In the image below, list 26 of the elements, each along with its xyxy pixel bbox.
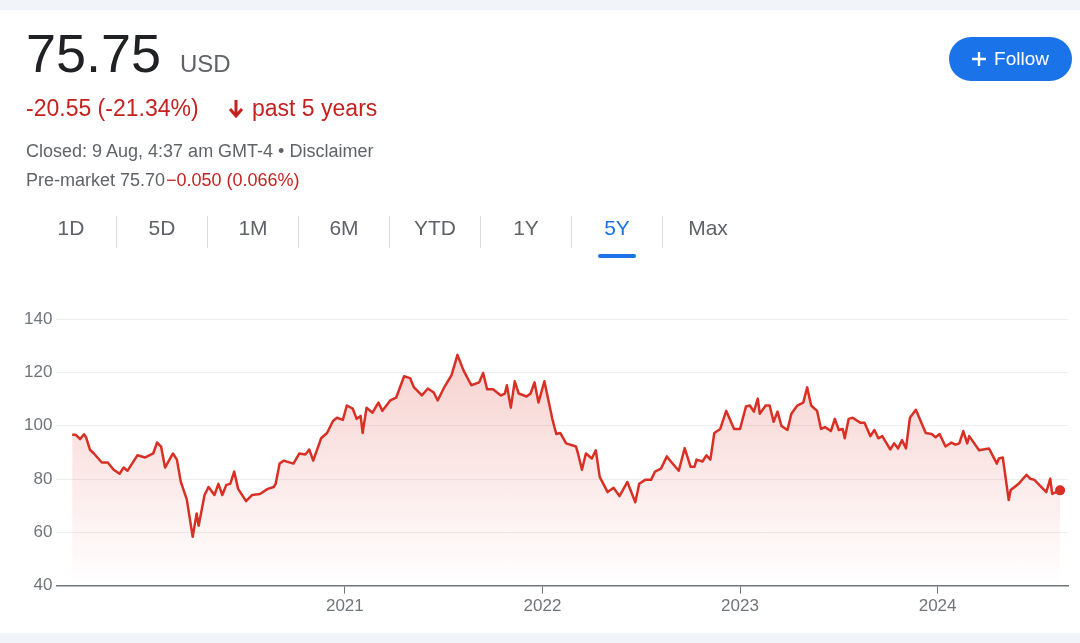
x-tick-label: 2023 [721, 596, 759, 616]
text: −0.050 (0.066%) [166, 170, 300, 191]
text: Closed: 9 Aug, 4:37 am GMT-4 • Disclaimer [26, 141, 374, 162]
x-tick-label: 2021 [325, 596, 364, 616]
y-tick-label: 120 [23, 362, 53, 382]
text: -20.55 (-21.34%) [26, 95, 199, 122]
text: past 5 years [252, 95, 378, 122]
y-tick-label: 40 [33, 575, 53, 595]
chart-title: 75.75 [26, 22, 162, 84]
text: 5D [117, 216, 208, 248]
text: 5Y [572, 216, 663, 248]
text: Pre-market 75.70 [26, 170, 166, 191]
y-tick-label: 80 [33, 468, 53, 488]
y-tick-label: 60 [33, 522, 53, 542]
text: 6M [299, 216, 390, 248]
y-tick-label: 100 [23, 415, 53, 435]
y-tick-label: 140 [23, 308, 53, 328]
text: Max [687, 216, 729, 241]
text: 1D [26, 216, 117, 248]
text: YTD [390, 216, 481, 248]
x-tick-label: 2024 [918, 596, 957, 616]
text: 1Y [481, 216, 572, 248]
x-tick-label: 2022 [523, 596, 562, 616]
text: Follow [994, 48, 1049, 70]
text: 1M [208, 216, 299, 248]
chart-subtitle: USD [180, 50, 231, 78]
